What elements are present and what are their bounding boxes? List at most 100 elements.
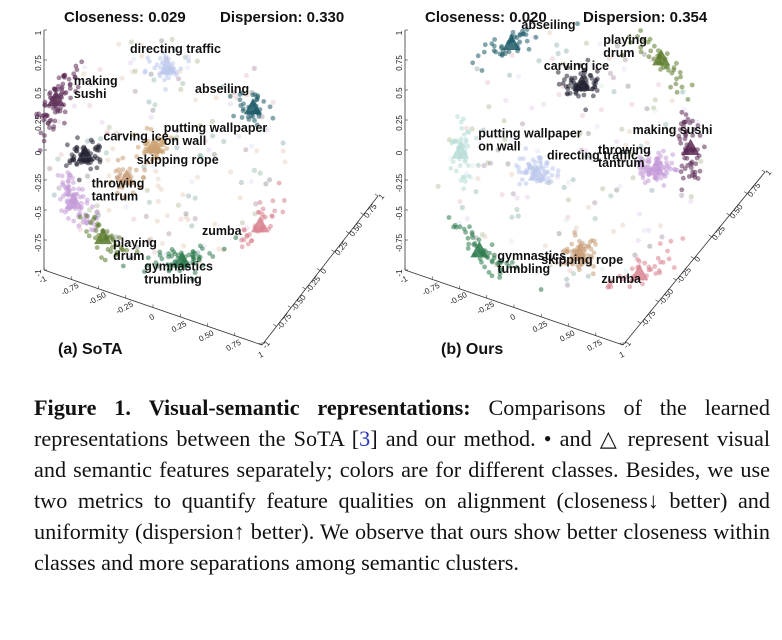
visual-feature-point <box>634 160 640 166</box>
visual-feature-point <box>607 278 613 284</box>
visual-feature-point <box>88 82 94 88</box>
visual-feature-point <box>688 194 694 200</box>
visual-feature-point <box>509 171 515 177</box>
visual-feature-point <box>636 211 643 217</box>
visual-feature-point <box>489 273 495 279</box>
visual-feature-point <box>212 221 218 227</box>
visual-feature-point <box>550 166 556 172</box>
cluster-label: gymnastics <box>144 260 213 274</box>
semantic-feature-triangle <box>173 251 192 268</box>
visual-feature-point <box>482 234 488 240</box>
visual-feature-point <box>75 84 81 90</box>
depth-axis-tick <box>302 286 306 290</box>
depth-axis-tick-label: 0 <box>318 266 328 275</box>
visual-feature-point <box>115 133 121 139</box>
depth-axis-tick <box>273 324 277 327</box>
visual-feature-point <box>637 259 642 264</box>
visual-feature-point <box>76 177 82 183</box>
visual-feature-point <box>632 252 638 258</box>
cluster-label: sushi <box>74 87 107 101</box>
visual-feature-point <box>640 281 645 287</box>
visual-feature-point <box>120 185 125 190</box>
visual-feature-point <box>542 243 548 249</box>
visual-feature-point <box>149 159 155 165</box>
visual-feature-point <box>588 246 594 252</box>
visual-feature-point <box>281 198 287 203</box>
semantic-feature-triangle <box>144 137 163 154</box>
visual-feature-point <box>134 244 140 250</box>
visual-feature-point <box>72 75 78 80</box>
visual-feature-point <box>130 69 136 75</box>
visual-feature-point <box>268 223 273 229</box>
visual-feature-point <box>166 254 171 260</box>
bottom-axis-tick-label: 0.75 <box>225 338 243 354</box>
visual-feature-point <box>131 216 137 222</box>
visual-feature-point <box>670 152 676 158</box>
visual-feature-point <box>239 115 245 120</box>
visual-feature-point <box>509 214 515 220</box>
visual-feature-point <box>499 192 505 198</box>
visual-feature-point <box>155 198 161 204</box>
visual-feature-point <box>76 223 82 229</box>
visual-feature-point <box>627 284 633 290</box>
depth-axis-tick <box>316 268 321 271</box>
visual-feature-point <box>688 165 694 171</box>
visual-feature-point <box>465 246 471 251</box>
depth-axis-tick-label: 0.50 <box>728 202 745 220</box>
visual-feature-point <box>159 256 165 262</box>
visual-feature-point <box>610 75 616 81</box>
visual-feature-point <box>79 59 85 65</box>
visual-feature-point <box>586 204 592 210</box>
visual-feature-point <box>67 160 73 166</box>
visual-feature-point <box>640 175 646 181</box>
bottom-axis-tick-label: -0.75 <box>421 281 442 298</box>
visual-feature-point <box>158 56 163 61</box>
citation-link[interactable]: 3 <box>359 426 371 451</box>
left-axis-tick-label: 1 <box>34 30 43 35</box>
visual-feature-point <box>561 61 567 67</box>
visual-feature-point <box>479 232 486 238</box>
visual-feature-point <box>42 133 47 138</box>
left-axis-tick-label: 0.5 <box>395 87 404 99</box>
visual-feature-point <box>186 54 192 60</box>
visual-feature-point <box>63 186 69 192</box>
visual-feature-point <box>185 193 192 199</box>
visual-feature-point <box>70 175 75 181</box>
visual-feature-point <box>672 166 677 172</box>
visual-feature-point <box>555 50 561 57</box>
bottom-axis-tick-label: 0.50 <box>197 328 215 344</box>
visual-feature-point <box>587 262 593 267</box>
semantic-feature-triangle <box>159 58 177 75</box>
visual-feature-point <box>536 58 542 64</box>
visual-feature-point <box>492 37 497 42</box>
visual-feature-point <box>644 106 650 112</box>
visual-feature-point <box>565 197 572 203</box>
visual-feature-point <box>610 228 617 235</box>
left-axis-tick-label: -0.5 <box>34 206 43 220</box>
visual-feature-point <box>481 163 487 169</box>
cluster-directing-traffic <box>514 146 561 187</box>
visual-feature-point <box>41 113 46 118</box>
visual-feature-point <box>184 65 191 71</box>
visual-feature-point <box>638 45 644 50</box>
visual-feature-point <box>62 120 67 126</box>
depth-axis-tick-label: -0.25 <box>675 265 694 285</box>
visual-feature-point <box>509 238 515 244</box>
visual-feature-point <box>134 249 140 255</box>
cluster-label: skipping rope <box>137 153 219 167</box>
visual-feature-point <box>163 54 169 60</box>
visual-feature-point <box>599 266 606 272</box>
visual-feature-point <box>514 195 520 201</box>
visual-feature-point <box>166 231 172 237</box>
visual-feature-point <box>115 157 121 163</box>
visual-feature-point <box>685 163 690 168</box>
visual-feature-point <box>455 114 460 120</box>
visual-feature-point <box>146 99 152 105</box>
visual-feature-point <box>569 241 575 247</box>
cluster-label: tantrum <box>92 190 139 204</box>
visual-feature-point <box>466 130 472 135</box>
visual-feature-point <box>227 94 233 99</box>
visual-feature-point <box>486 104 492 110</box>
panel-ours: Closeness: 0.020 Dispersion: 0.354 1 0.75 0.… <box>391 0 782 380</box>
cluster-label: zumba <box>601 272 642 286</box>
